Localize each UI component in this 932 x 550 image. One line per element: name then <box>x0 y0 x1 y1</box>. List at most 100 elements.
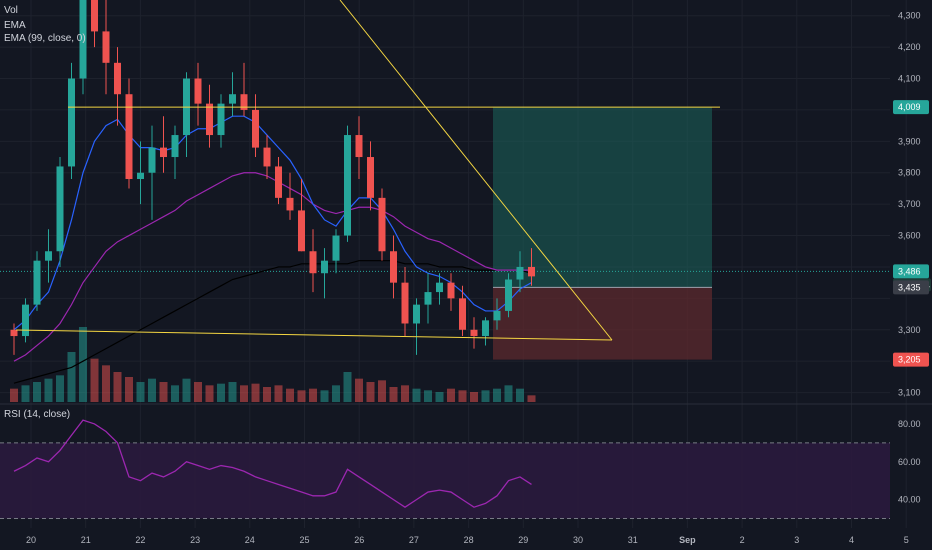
ema-mid-line <box>13 172 532 362</box>
candle-body <box>125 94 133 180</box>
target-zone <box>493 107 712 288</box>
volume-bar <box>171 385 179 402</box>
rsi-pane <box>0 419 890 520</box>
volume-bar <box>366 382 375 402</box>
price-tick-label: 4,300 <box>898 11 921 21</box>
volume-bars <box>10 327 536 402</box>
position-zones <box>0 107 890 360</box>
descending-trendline <box>339 0 613 341</box>
candle-body <box>413 304 420 324</box>
volume-bar <box>113 372 122 402</box>
volume-bar <box>90 358 99 402</box>
target-price-tag: 4,009 <box>898 102 921 112</box>
ema-slow-line <box>13 260 532 384</box>
candle-body <box>263 147 271 167</box>
legend-ema99: EMA (99, close, 0) <box>4 33 86 44</box>
time-tick-label: 26 <box>354 535 364 545</box>
candle-body <box>344 135 351 236</box>
candle-body <box>528 266 535 277</box>
stop-price-tag-bg <box>893 352 929 367</box>
time-tick-label: 31 <box>628 535 638 545</box>
volume-bar <box>148 378 156 402</box>
current-price-tag: 3,486 <box>898 266 921 276</box>
time-tick-label: 21 <box>81 535 91 545</box>
stop-price-tag: 3,205 <box>898 355 921 365</box>
volume-bar <box>412 388 421 402</box>
volume-bar <box>217 383 225 402</box>
candle-body <box>355 135 363 158</box>
candle-body <box>309 251 317 274</box>
candle-body <box>79 0 87 79</box>
current-price-tag-bg <box>893 264 929 279</box>
candle-body <box>137 172 144 180</box>
candle-body <box>367 157 374 198</box>
ema-fast-line <box>13 115 532 331</box>
volume-bar <box>79 327 87 402</box>
volume-bar <box>263 387 271 402</box>
volume-bar <box>424 390 432 402</box>
candle-body <box>45 251 52 261</box>
volume-bar <box>389 387 398 402</box>
candle-body <box>10 329 18 337</box>
volume-bar <box>274 385 283 402</box>
price-tick-label: 3,100 <box>898 388 921 398</box>
trendlines[interactable] <box>15 0 720 341</box>
volume-bar <box>44 378 53 402</box>
price-tick-label: 3,600 <box>898 231 921 241</box>
volume-bar <box>332 385 340 402</box>
volume-bar <box>527 395 536 402</box>
candle-body <box>482 320 489 337</box>
volume-bar <box>205 385 214 402</box>
volume-bar <box>355 378 363 402</box>
support-trendline <box>15 329 613 341</box>
time-tick-label: 28 <box>464 535 474 545</box>
price-axis[interactable]: 4,300 4,200 4,100 3,900 3,800 3,700 3,600 3,300… <box>893 11 931 505</box>
candles <box>10 0 535 355</box>
candle-body <box>516 266 524 280</box>
legend-ema: EMA <box>4 20 26 31</box>
candle-body <box>505 279 512 311</box>
candle-body <box>148 147 156 173</box>
candle-body <box>390 251 397 283</box>
volume-bar <box>286 388 294 402</box>
ema-lines <box>13 115 532 384</box>
volume-bar <box>33 382 41 402</box>
candle-body <box>470 329 478 337</box>
price-tick-label: 3,900 <box>898 136 921 146</box>
volume-bar <box>320 390 329 402</box>
candle-body <box>91 0 98 32</box>
time-tick-label: 22 <box>135 535 145 545</box>
rsi-tick-label: 80.00 <box>898 419 921 429</box>
candle-body <box>298 210 305 252</box>
volume-bar <box>516 388 524 402</box>
rsi-tick-label: 60.00 <box>898 457 921 467</box>
legend-rsi: RSI (14, close) <box>4 409 71 420</box>
volume-bar <box>228 382 237 402</box>
volume-bar <box>493 388 501 402</box>
candle-body <box>22 304 29 337</box>
target-price-tag-bg <box>893 100 929 115</box>
candle-body <box>194 78 202 104</box>
volume-bar <box>343 372 352 402</box>
time-axis[interactable]: 20 21 22 23 24 25 26 27 28 29 30 31 Sep 2 3 4 5 <box>26 535 909 545</box>
time-tick-label: 4 <box>849 535 854 545</box>
time-tick-label: 5 <box>904 535 909 545</box>
price-tick-label: 4,100 <box>898 74 921 84</box>
candle-body <box>275 166 282 198</box>
volume-bar <box>56 375 64 402</box>
rsi-line <box>13 419 532 508</box>
grid <box>0 0 932 528</box>
volume-bar <box>194 382 202 402</box>
legend-vol: Vol <box>4 5 18 16</box>
price-tick-label: 3,700 <box>898 199 921 209</box>
time-tick-label: 23 <box>190 535 200 545</box>
volume-bar <box>125 377 133 402</box>
volume-bar <box>447 388 455 402</box>
volume-bar <box>182 378 191 402</box>
candle-body <box>206 103 213 136</box>
candle-body <box>240 94 248 110</box>
rsi-tick-label: 40.00 <box>898 495 921 505</box>
volume-bar <box>378 380 386 402</box>
stop-zone <box>493 287 712 360</box>
